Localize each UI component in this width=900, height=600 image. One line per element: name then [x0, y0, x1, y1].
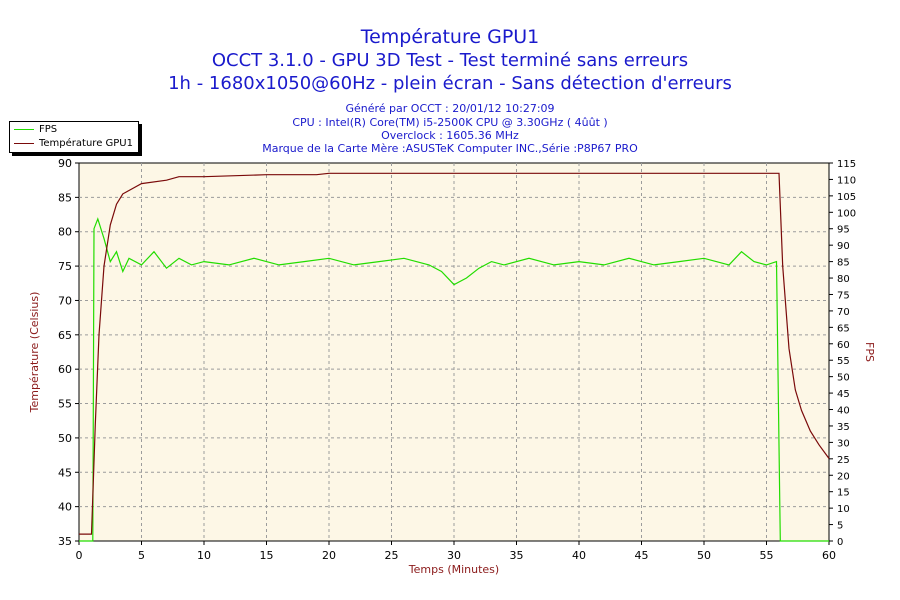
x-tick-label: 60 [822, 549, 836, 562]
y-right-tick-label: 75 [837, 290, 850, 301]
y-left-tick-label: 75 [58, 260, 72, 273]
y-right-tick-label: 65 [837, 323, 850, 334]
x-axis-label: Temps (Minutes) [408, 563, 499, 576]
series-lines [79, 172, 830, 542]
chart-title: Température GPU1 [360, 26, 540, 48]
legend-swatch-temp [14, 143, 34, 144]
x-tick-label: 0 [76, 549, 83, 562]
y-left-tick-label: 35 [58, 535, 72, 548]
y-right-tick-label: 35 [837, 422, 850, 433]
x-tick-label: 45 [635, 549, 649, 562]
info-cpu: CPU : Intel(R) Core(TM) i5-2500K CPU @ 3… [292, 116, 608, 129]
y-right-tick-label: 0 [837, 537, 843, 548]
y-right-tick-label: 95 [837, 225, 850, 236]
y-left-tick-label: 60 [58, 363, 72, 376]
y-right-tick-label: 115 [837, 159, 856, 170]
legend-item-fps: FPS [14, 123, 57, 136]
x-tick-label: 25 [385, 549, 399, 562]
x-tick-label: 20 [322, 549, 336, 562]
y-left-tick-label: 45 [58, 466, 72, 479]
y-right-tick-label: 20 [837, 471, 850, 482]
x-tick-label: 50 [697, 549, 711, 562]
y-left-tick-label: 90 [58, 157, 72, 170]
y-right-tick-label: 100 [837, 208, 856, 219]
axis-ticks: 0 5 10 15 20 25 30 35 40 45 50 55 603540455055606570… [58, 157, 856, 562]
legend-swatch-fps [14, 129, 34, 130]
y-right-tick-label: 30 [837, 438, 850, 449]
y-right-tick-label: 5 [837, 521, 843, 532]
y-left-tick-label: 80 [58, 226, 72, 239]
legend-label-fps: FPS [39, 124, 58, 135]
legend-item-temp: Température GPU1 [14, 137, 133, 150]
y-right-tick-label: 40 [837, 406, 850, 417]
x-tick-label: 10 [197, 549, 211, 562]
y-right-tick-label: 60 [837, 340, 850, 351]
y-right-tick-label: 25 [837, 455, 850, 466]
y-left-tick-label: 40 [58, 501, 72, 514]
series-line-fps [79, 217, 829, 542]
y-right-tick-label: 80 [837, 274, 850, 285]
chart-subtitle-test: OCCT 3.1.0 - GPU 3D Test - Test terminé … [211, 50, 689, 71]
y-right-tick-label: 10 [837, 504, 850, 515]
y-right-tick-label: 45 [837, 389, 850, 400]
chart-legend: FPS Température GPU1 [9, 121, 139, 153]
x-tick-label: 55 [760, 549, 774, 562]
y-left-tick-label: 85 [58, 191, 72, 204]
x-tick-label: 5 [138, 549, 145, 562]
y-axis-label-left: Température (Celsius) [28, 292, 41, 414]
grid-lines [79, 163, 829, 541]
y-left-tick-label: 55 [58, 398, 72, 411]
y-right-tick-label: 85 [837, 258, 850, 269]
x-tick-label: 15 [260, 549, 274, 562]
x-tick-label: 30 [447, 549, 461, 562]
y-axis-label-right: FPS [863, 342, 876, 362]
y-right-tick-label: 110 [837, 175, 856, 186]
y-right-tick-label: 70 [837, 307, 850, 318]
info-generated: Généré par OCCT : 20/01/12 10:27:09 [345, 102, 555, 115]
y-right-tick-label: 55 [837, 356, 850, 367]
legend-label-temp: Température GPU1 [39, 138, 133, 149]
y-left-tick-label: 65 [58, 329, 72, 342]
y-right-tick-label: 105 [837, 192, 856, 203]
x-tick-label: 35 [510, 549, 524, 562]
x-tick-label: 40 [572, 549, 586, 562]
chart-subtitle-mode: 1h - 1680x1050@60Hz - plein écran - Sans… [168, 73, 732, 94]
y-left-tick-label: 50 [58, 432, 72, 445]
y-right-tick-label: 15 [837, 488, 850, 499]
info-motherboard: Marque de la Carte Mère :ASUSTeK Compute… [262, 142, 638, 155]
series-line-temperature [79, 172, 830, 535]
y-right-tick-label: 90 [837, 241, 850, 252]
y-right-tick-label: 50 [837, 373, 850, 384]
y-left-tick-label: 70 [58, 294, 72, 307]
info-overclock: Overclock : 1605.36 MHz [381, 129, 519, 142]
